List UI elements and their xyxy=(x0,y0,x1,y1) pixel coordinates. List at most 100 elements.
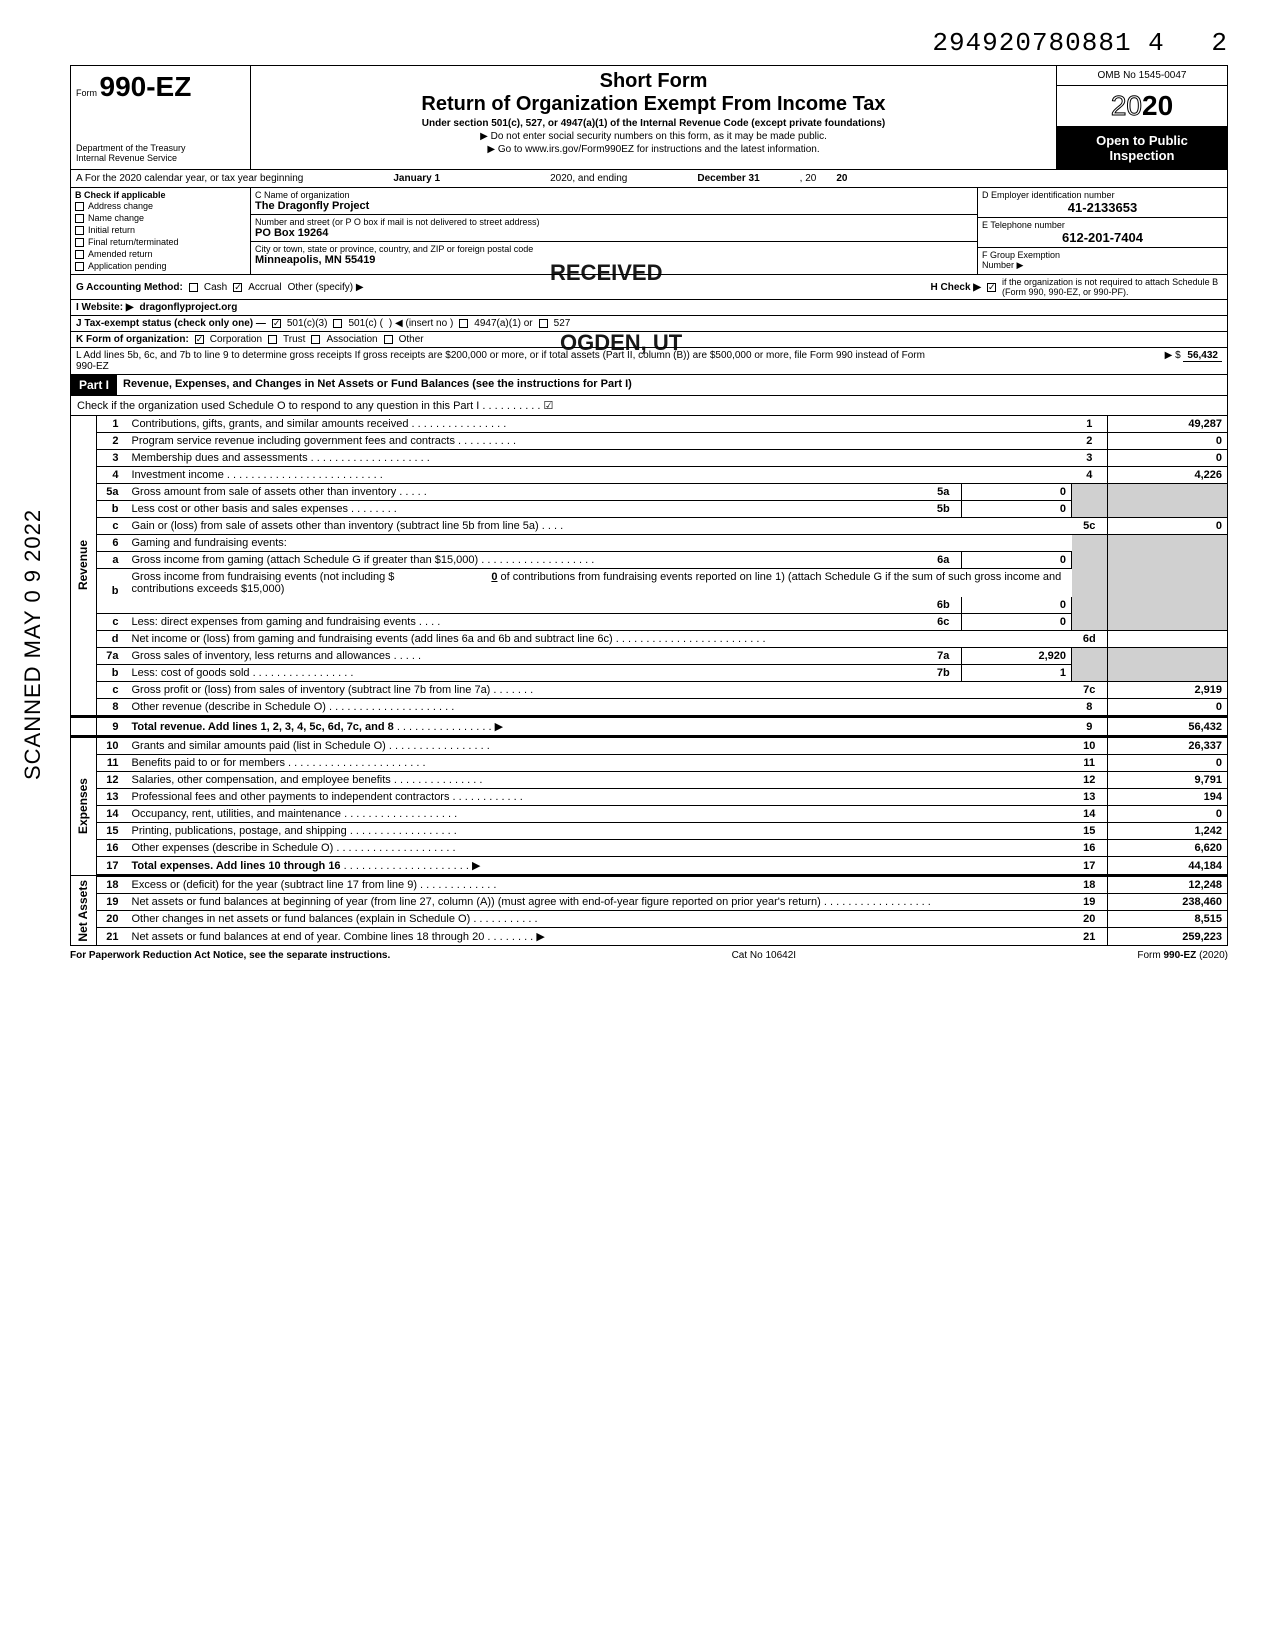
other-label: Other (specify) ▶ xyxy=(288,282,364,293)
col-num: 1 xyxy=(1072,416,1108,433)
line-desc: Gain or (loss) from sale of assets other… xyxy=(132,520,539,532)
org-address: PO Box 19264 xyxy=(255,227,973,239)
col-num: 6d xyxy=(1072,631,1108,648)
check-501c[interactable] xyxy=(333,319,342,328)
line-value: 0 xyxy=(1108,755,1228,772)
sub-val: 0 xyxy=(962,501,1072,518)
check-corp[interactable] xyxy=(195,335,204,344)
check-address[interactable] xyxy=(75,202,84,211)
line-num: 20 xyxy=(97,911,127,928)
line-value: 1,242 xyxy=(1108,823,1228,840)
line-desc: Professional fees and other payments to … xyxy=(132,791,450,803)
section-a: A For the 2020 calendar year, or tax yea… xyxy=(70,170,1228,188)
dept-treasury: Department of the Treasury xyxy=(76,143,245,153)
k-o2: Trust xyxy=(283,334,305,345)
line-num: 11 xyxy=(97,755,127,772)
check-pending[interactable] xyxy=(75,262,84,271)
form-note-2: ▶ Go to www.irs.gov/Form990EZ for instru… xyxy=(259,144,1048,155)
line-value: 0 xyxy=(1108,699,1228,717)
j-o5: 527 xyxy=(554,318,571,329)
g-label: G Accounting Method: xyxy=(76,282,183,293)
footer-mid: Cat No 10642I xyxy=(732,950,797,961)
page-number: 2 xyxy=(1211,28,1228,58)
line-num: b xyxy=(97,569,127,614)
line-desc: Printing, publications, postage, and shi… xyxy=(132,825,347,837)
check-h[interactable] xyxy=(987,283,996,292)
scanned-stamp: SCANNED MAY 0 9 2022 xyxy=(20,509,46,780)
phone-value: 612-201-7404 xyxy=(982,230,1223,245)
revenue-label: Revenue xyxy=(71,416,97,717)
line-num: 17 xyxy=(97,857,127,876)
omb-number: OMB No 1545-0047 xyxy=(1057,66,1227,86)
sub-num: 7b xyxy=(926,665,962,682)
line-num: b xyxy=(97,665,127,682)
check-4947[interactable] xyxy=(459,319,468,328)
footer-left: For Paperwork Reduction Act Notice, see … xyxy=(70,950,390,961)
line-desc: Grants and similar amounts paid (list in… xyxy=(132,740,386,752)
check-amended[interactable] xyxy=(75,250,84,259)
line-value: 4,226 xyxy=(1108,467,1228,484)
group-exempt-num: Number ▶ xyxy=(982,260,1223,271)
check-trust[interactable] xyxy=(268,335,277,344)
line-num: d xyxy=(97,631,127,648)
section-a-text: A For the 2020 calendar year, or tax yea… xyxy=(76,173,303,184)
line-desc: Other changes in net assets or fund bala… xyxy=(132,913,471,925)
spacer xyxy=(71,717,97,737)
line-num: 13 xyxy=(97,789,127,806)
line-desc: Net assets or fund balances at beginning… xyxy=(132,896,821,908)
addr-label: Number and street (or P O box if mail is… xyxy=(255,217,973,227)
shaded-cell xyxy=(1072,535,1108,631)
sub-num: 6b xyxy=(926,597,962,614)
check-assoc[interactable] xyxy=(311,335,320,344)
check-initial[interactable] xyxy=(75,226,84,235)
contrib-amount: 0 xyxy=(397,571,497,583)
shaded-cell xyxy=(1108,535,1228,631)
form-note-1: ▶ Do not enter social security numbers o… xyxy=(259,131,1048,142)
line-num: 8 xyxy=(97,699,127,717)
year-end-1: December 31 xyxy=(697,173,759,184)
accrual-label: Accrual xyxy=(248,282,281,293)
line-num: 16 xyxy=(97,840,127,857)
line-desc: Gross income from gaming (attach Schedul… xyxy=(132,554,479,566)
form-subtitle: Under section 501(c), 527, or 4947(a)(1)… xyxy=(259,118,1048,129)
l-arrow: ▶ $ xyxy=(1165,350,1181,361)
line-desc: Gross amount from sale of assets other t… xyxy=(132,486,397,498)
shaded-cell xyxy=(1108,648,1228,682)
line-desc: Occupancy, rent, utilities, and maintena… xyxy=(132,808,342,820)
check-501c3[interactable] xyxy=(272,319,281,328)
col-num: 8 xyxy=(1072,699,1108,717)
line-num: b xyxy=(97,501,127,518)
check-other-org[interactable] xyxy=(384,335,393,344)
sub-num: 6a xyxy=(926,552,962,569)
name-label: C Name of organization xyxy=(255,190,973,200)
line-value: 259,223 xyxy=(1108,928,1228,946)
line-value: 194 xyxy=(1108,789,1228,806)
line-value: 238,460 xyxy=(1108,894,1228,911)
line-desc: Membership dues and assessments xyxy=(132,452,308,464)
line-value: 0 xyxy=(1108,806,1228,823)
line-desc: Less: cost of goods sold xyxy=(132,667,250,679)
col-num: 2 xyxy=(1072,433,1108,450)
check-name[interactable] xyxy=(75,214,84,223)
check-cash[interactable] xyxy=(189,283,198,292)
l-value: 56,432 xyxy=(1183,350,1222,362)
open-public-2: Inspection xyxy=(1063,148,1221,163)
arrow-icon: ▶ xyxy=(472,860,480,872)
year-end-2: , 20 xyxy=(800,173,817,184)
check-527[interactable] xyxy=(539,319,548,328)
line-num: 9 xyxy=(97,717,127,737)
form-title-2: Return of Organization Exempt From Incom… xyxy=(259,93,1048,116)
check-label: Address change xyxy=(88,201,153,211)
shaded-cell xyxy=(1108,484,1228,518)
check-final[interactable] xyxy=(75,238,84,247)
line-num: 4 xyxy=(97,467,127,484)
shaded-cell xyxy=(1072,648,1108,682)
part-1-title: Revenue, Expenses, and Changes in Net As… xyxy=(117,375,1227,395)
line-desc: Total expenses. Add lines 10 through 16 xyxy=(132,860,341,872)
sub-num: 5a xyxy=(926,484,962,501)
col-num: 21 xyxy=(1072,928,1108,946)
check-accrual[interactable] xyxy=(233,283,242,292)
j-label: J Tax-exempt status (check only one) — xyxy=(76,318,266,329)
form-title-1: Short Form xyxy=(259,70,1048,93)
line-desc: Gross income from fundraising events (no… xyxy=(132,571,395,583)
